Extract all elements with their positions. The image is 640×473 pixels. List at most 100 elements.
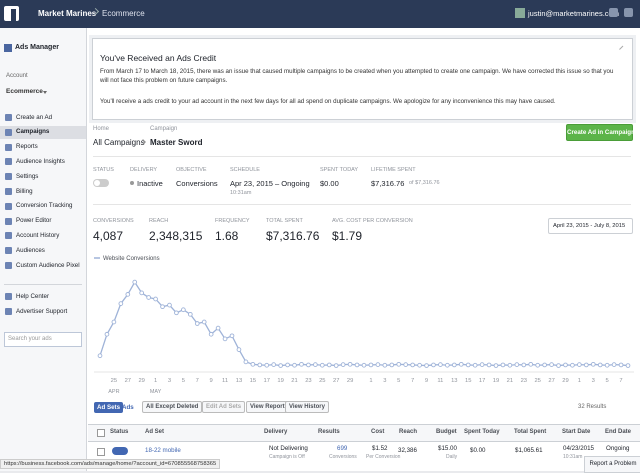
nav-item[interactable]: Power Editor bbox=[16, 217, 52, 225]
data-point bbox=[347, 361, 353, 367]
nav-item[interactable]: Reports bbox=[16, 143, 38, 151]
data-point bbox=[250, 361, 256, 367]
data-point bbox=[278, 363, 283, 368]
data-point bbox=[403, 362, 409, 367]
report-problem[interactable]: Report a Problem bbox=[584, 456, 640, 473]
metric-label: FREQUENCY bbox=[215, 218, 250, 224]
view-report[interactable]: View Report bbox=[246, 401, 289, 413]
data-point bbox=[625, 363, 631, 368]
x-tick-label: 9 bbox=[425, 378, 428, 384]
metric-value: 4,087 bbox=[93, 229, 124, 243]
nav-item[interactable]: Campaigns bbox=[16, 128, 50, 136]
help-item[interactable]: Advertiser Support bbox=[16, 307, 68, 315]
status-knob bbox=[94, 180, 100, 186]
nav-item[interactable]: Billing bbox=[16, 187, 33, 195]
month-label: APR bbox=[108, 389, 119, 395]
tab[interactable]: Ads bbox=[122, 404, 134, 411]
x-tick-label: 21 bbox=[291, 378, 297, 384]
tab-active[interactable]: Ad Sets bbox=[94, 402, 124, 413]
table-cell: 699 bbox=[337, 445, 348, 452]
nav-item[interactable]: Conversion Tracking bbox=[16, 202, 73, 210]
data-point bbox=[597, 362, 603, 368]
data-point bbox=[111, 319, 117, 325]
nav-item[interactable]: Audiences bbox=[16, 246, 45, 254]
nav-icon bbox=[5, 173, 12, 181]
sidebar-title: Ads Manager bbox=[15, 44, 59, 51]
summary-value: Conversions bbox=[176, 179, 218, 188]
x-tick-label: 7 bbox=[619, 378, 622, 384]
row-toggle[interactable] bbox=[112, 447, 128, 455]
status-toggle[interactable] bbox=[93, 179, 109, 187]
checkbox[interactable] bbox=[97, 429, 105, 437]
x-tick-label: 13 bbox=[236, 378, 242, 384]
data-point bbox=[167, 302, 172, 308]
data-point bbox=[458, 361, 464, 367]
data-point bbox=[340, 362, 346, 367]
data-point bbox=[549, 362, 554, 367]
metric-label: TOTAL SPENT bbox=[266, 218, 303, 224]
edit-dropdown[interactable]: Edit Ad Sets bbox=[202, 401, 246, 413]
nav-item[interactable]: Custom Audience Pixel bbox=[16, 261, 80, 269]
data-point bbox=[445, 362, 450, 368]
table-cell: 18-22 mobile bbox=[145, 447, 181, 454]
data-point bbox=[243, 359, 249, 365]
nav-item[interactable]: Settings bbox=[16, 172, 39, 180]
logo bbox=[11, 9, 16, 21]
table-cell: Per Conversion bbox=[366, 454, 401, 460]
help-item[interactable]: Help Center bbox=[16, 292, 50, 300]
column-header: Status bbox=[110, 429, 129, 435]
summary-label: DELIVERY bbox=[130, 167, 158, 173]
status-url: https://business.facebook.com/ads/manage… bbox=[0, 459, 221, 469]
search-box[interactable]: Search your ads bbox=[4, 332, 82, 347]
x-tick-label: 29 bbox=[138, 378, 144, 384]
view-history[interactable]: View History bbox=[285, 401, 329, 413]
data-point bbox=[542, 362, 547, 368]
data-point bbox=[271, 362, 277, 367]
date-range[interactable]: April 23, 2015 - July 8, 2015 bbox=[548, 218, 633, 234]
summary-value: $0.00 bbox=[320, 179, 339, 188]
nav-item[interactable]: Create an Ad bbox=[16, 113, 53, 121]
table-cell: Campaign is Off bbox=[269, 454, 305, 460]
data-point bbox=[563, 362, 568, 368]
metric-value: 1.68 bbox=[215, 229, 239, 243]
checkbox[interactable] bbox=[97, 448, 105, 456]
x-tick-label: 21 bbox=[507, 378, 513, 384]
data-point bbox=[500, 362, 506, 368]
data-point bbox=[139, 290, 145, 296]
section-name[interactable]: Ecommerce bbox=[102, 9, 145, 18]
x-tick-label: 25 bbox=[111, 378, 117, 384]
header-icon[interactable] bbox=[609, 8, 618, 17]
user-email[interactable]: justin@marketmarines.com bbox=[528, 9, 619, 18]
column-header: Spent Today bbox=[464, 429, 500, 435]
nav-item[interactable]: Account History bbox=[16, 231, 60, 239]
nav-icon bbox=[5, 188, 12, 195]
column-header: Cost bbox=[371, 429, 385, 435]
data-point bbox=[556, 363, 561, 368]
column-header: Results bbox=[318, 429, 340, 435]
month-label: MAY bbox=[150, 389, 162, 395]
summary-value: Apr 23, 2015 – Ongoing bbox=[230, 179, 310, 188]
nav-icon bbox=[5, 158, 12, 166]
nav-item[interactable]: Audience Insights bbox=[16, 157, 65, 165]
data-point bbox=[215, 325, 221, 331]
create-button[interactable]: Create Ad in Campaign bbox=[566, 124, 635, 141]
breadcrumb-link[interactable]: All Campaigns bbox=[93, 138, 145, 147]
table-cell: $1.52 bbox=[372, 445, 388, 452]
nav-icon bbox=[5, 114, 12, 121]
x-tick-label: 3 bbox=[592, 378, 595, 384]
header-icon[interactable] bbox=[624, 8, 633, 17]
data-point bbox=[174, 310, 179, 316]
account-select[interactable]: Ecommerce bbox=[6, 88, 43, 95]
filter-dropdown[interactable]: All Except Deleted bbox=[142, 401, 203, 413]
notice-box bbox=[92, 38, 633, 120]
x-tick-label: 11 bbox=[222, 378, 228, 384]
metric-value: $1.79 bbox=[332, 229, 363, 243]
data-point bbox=[472, 362, 478, 368]
data-point bbox=[486, 362, 492, 368]
nav-icon bbox=[5, 247, 12, 255]
metric-value: $7,316.76 bbox=[266, 229, 320, 243]
metric-label: AVG. COST PER CONVERSION bbox=[332, 218, 413, 224]
x-tick-label: 1 bbox=[578, 378, 581, 384]
table-header-bg bbox=[88, 424, 640, 442]
